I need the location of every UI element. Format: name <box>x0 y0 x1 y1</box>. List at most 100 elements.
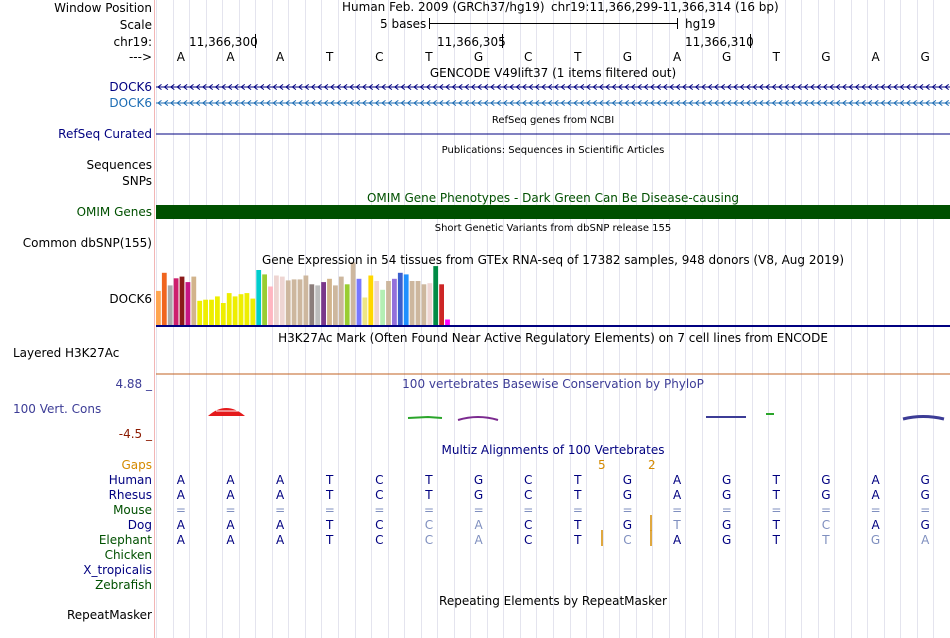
strand-chevron <box>809 99 815 107</box>
gtex-tissue-bar[interactable] <box>350 262 356 325</box>
grid-line <box>520 0 521 638</box>
gtex-bars[interactable] <box>156 262 450 326</box>
gtex-tissue-bar[interactable] <box>203 299 208 325</box>
gtex-tissue-bar[interactable] <box>220 303 226 325</box>
gtex-gene-label[interactable]: DOCK6 <box>109 292 152 306</box>
gtex-tissue-bar[interactable] <box>191 276 197 325</box>
species-label[interactable]: X_tropicalis <box>83 563 152 577</box>
gtex-tissue-bar[interactable] <box>421 284 427 325</box>
gtex-tissue-bar[interactable] <box>173 278 179 326</box>
species-label[interactable]: Zebrafish <box>95 578 152 592</box>
aligned-base: = <box>324 503 335 517</box>
gtex-tissue-bar[interactable] <box>344 284 350 325</box>
strand-chevron <box>752 83 757 91</box>
gtex-tissue-bar[interactable] <box>362 297 368 326</box>
aligned-base: C <box>375 473 384 487</box>
dbsnp-label[interactable]: Common dbSNP(155) <box>22 236 152 250</box>
aligned-base: G <box>821 473 831 487</box>
gtex-tissue-bar[interactable] <box>167 285 173 325</box>
strand-chevron <box>585 99 591 107</box>
gtex-tissue-bar[interactable] <box>179 276 185 325</box>
strand-chevron <box>477 99 482 107</box>
gtex-tissue-bar[interactable] <box>333 285 338 325</box>
gtex-tissue-bar[interactable] <box>327 278 332 325</box>
base-letter: G <box>920 50 930 64</box>
strand-chevron <box>393 83 399 91</box>
gtex-tissue-bar[interactable] <box>291 279 297 325</box>
species-label[interactable]: Rhesus <box>108 488 152 502</box>
gtex-tissue-bar[interactable] <box>397 272 403 326</box>
gtex-tissue-bar[interactable] <box>439 284 444 325</box>
gtex-tissue-bar[interactable] <box>445 319 450 326</box>
gtex-tissue-bar[interactable] <box>433 266 439 325</box>
gaps-label[interactable]: Gaps <box>121 458 152 472</box>
gtex-tissue-bar[interactable] <box>386 281 391 325</box>
gtex-tissue-bar[interactable] <box>185 282 191 325</box>
omim-label[interactable]: OMIM Genes <box>76 205 152 219</box>
sequences-label[interactable]: Sequences <box>86 158 152 172</box>
gtex-tissue-bar[interactable] <box>209 299 214 325</box>
gtex-tissue-bar[interactable] <box>427 283 433 325</box>
gtex-tissue-bar[interactable] <box>415 281 421 325</box>
snps-label[interactable]: SNPs <box>122 174 152 188</box>
gtex-tissue-bar[interactable] <box>303 275 309 326</box>
strand-chevron <box>675 83 681 91</box>
refseq-label[interactable]: RefSeq Curated <box>58 127 152 141</box>
gtex-tissue-bar[interactable] <box>226 293 232 325</box>
gtex-tissue-bar[interactable] <box>315 285 321 325</box>
gtex-tissue-bar[interactable] <box>238 294 244 325</box>
gtex-tissue-bar[interactable] <box>321 282 326 325</box>
aligned-base: G <box>473 488 484 502</box>
species-label[interactable]: Elephant <box>98 533 152 547</box>
gtex-tissue-bar[interactable] <box>279 276 285 325</box>
strand-chevron <box>221 99 226 107</box>
species-label[interactable]: Mouse <box>113 503 152 517</box>
strand-chevron <box>227 83 233 91</box>
gtex-tissue-bar[interactable] <box>338 276 344 325</box>
species-label[interactable]: Chicken <box>104 548 152 562</box>
dock6-transcript-label[interactable]: DOCK6 <box>109 96 152 110</box>
strand-chevron <box>381 99 386 107</box>
gtex-tissue-bar[interactable] <box>244 293 250 325</box>
gencode-transcript-arrows[interactable] <box>156 99 950 107</box>
aligned-base: T <box>574 533 582 547</box>
gtex-tissue-bar[interactable] <box>409 281 415 325</box>
strand-chevron <box>688 99 693 107</box>
gtex-tissue-bar[interactable] <box>392 278 397 325</box>
gtex-tissue-bar[interactable] <box>215 296 220 325</box>
gtex-tissue-bar[interactable] <box>368 275 374 326</box>
gtex-tissue-bar[interactable] <box>250 298 256 325</box>
gtex-tissue-bar[interactable] <box>356 278 362 325</box>
gencode-gene-arrows[interactable] <box>156 83 950 91</box>
gtex-tissue-bar[interactable] <box>268 286 273 326</box>
strand-chevron <box>355 83 361 91</box>
gtex-tissue-bar[interactable] <box>197 300 203 325</box>
cons-label[interactable]: 100 Vert. Cons <box>13 402 102 416</box>
species-label[interactable]: Human <box>108 473 152 487</box>
gtex-tissue-bar[interactable] <box>156 290 161 325</box>
gtex-tissue-bar[interactable] <box>297 279 303 325</box>
gtex-tissue-bar[interactable] <box>380 289 385 325</box>
gtex-tissue-bar[interactable] <box>403 274 409 325</box>
gtex-tissue-bar[interactable] <box>274 275 279 326</box>
gtex-tissue-bar[interactable] <box>262 274 267 325</box>
gtex-tissue-bar[interactable] <box>161 272 167 326</box>
strand-chevron <box>944 99 949 107</box>
strand-chevron <box>259 83 265 91</box>
strand-chevron <box>317 83 322 91</box>
h3k27ac-label[interactable]: Layered H3K27Ac <box>13 346 120 360</box>
gtex-tissue-bar[interactable] <box>374 281 380 325</box>
strand-chevron <box>265 99 271 107</box>
gtex-tissue-bar[interactable] <box>256 270 262 325</box>
species-label[interactable]: Dog <box>127 518 152 532</box>
strand-chevron <box>899 83 905 91</box>
aligned-base: T <box>425 488 433 502</box>
gtex-tissue-bar[interactable] <box>309 284 315 325</box>
gtex-tissue-bar[interactable] <box>232 296 238 325</box>
dock6-gene-label[interactable]: DOCK6 <box>109 80 152 94</box>
repeat-label[interactable]: RepeatMasker <box>66 608 152 622</box>
strand-chevron <box>285 99 290 107</box>
omim-gene-bar[interactable] <box>156 205 950 219</box>
gtex-tissue-bar[interactable] <box>285 280 291 325</box>
